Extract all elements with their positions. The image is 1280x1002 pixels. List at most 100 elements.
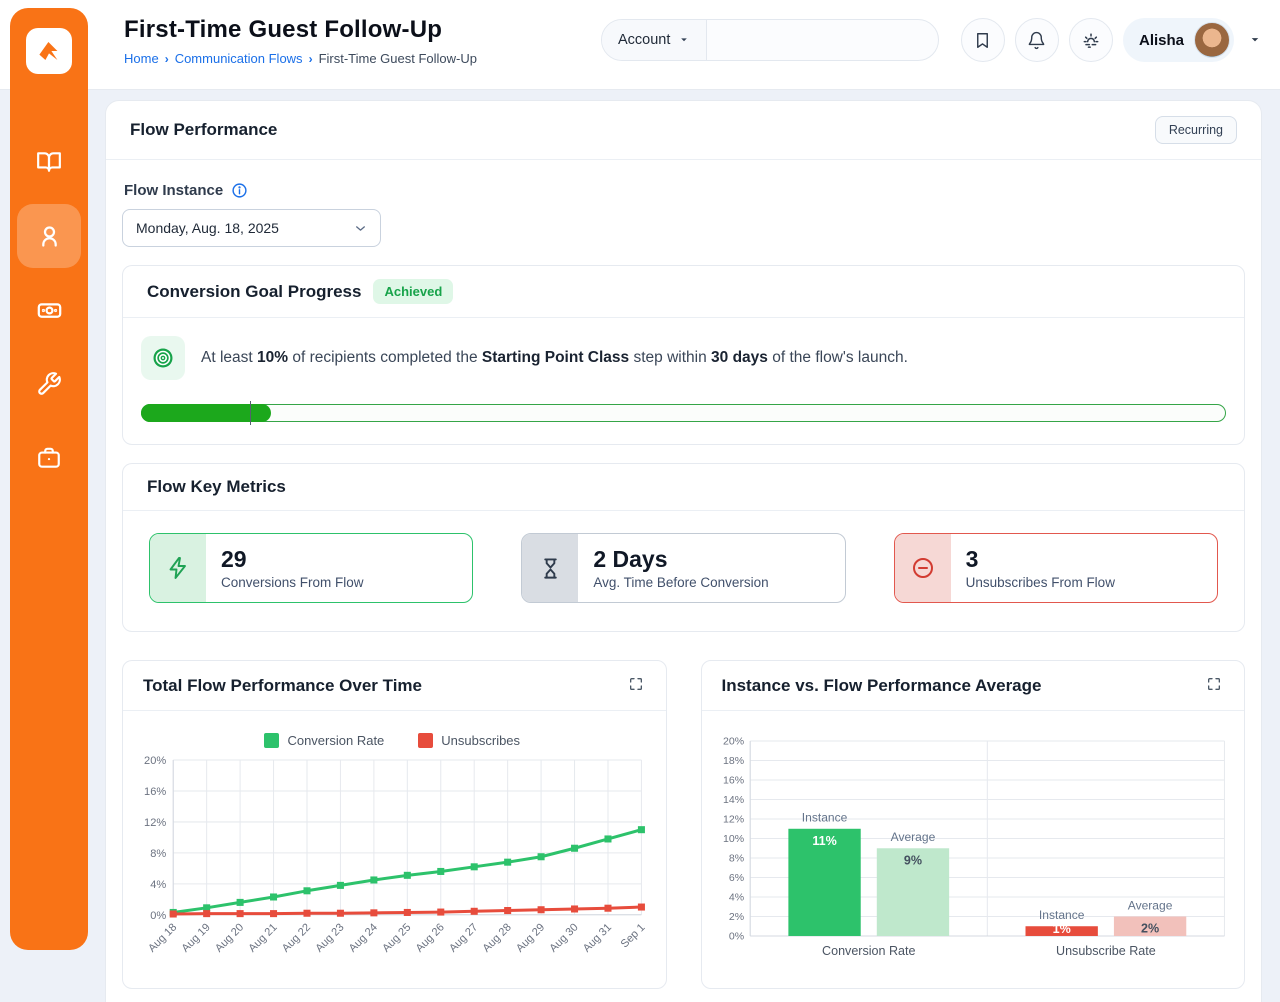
progress-fill xyxy=(141,404,272,422)
metric-value: 29 xyxy=(221,546,247,573)
svg-text:Aug 21: Aug 21 xyxy=(246,921,279,954)
svg-text:14%: 14% xyxy=(723,794,744,806)
breadcrumb-current: First-Time Guest Follow-Up xyxy=(318,51,477,66)
breadcrumb-home-link[interactable]: Home xyxy=(124,51,159,66)
expand-line-chart-button[interactable] xyxy=(626,674,646,697)
bookmark-button[interactable] xyxy=(960,18,1005,62)
svg-text:Aug 31: Aug 31 xyxy=(581,921,614,954)
svg-text:Aug 23: Aug 23 xyxy=(313,921,346,954)
goal-icon-box xyxy=(141,336,185,380)
metric-label: Avg. Time Before Conversion xyxy=(593,574,769,590)
bookmark-icon xyxy=(977,32,989,48)
breadcrumb-separator: › xyxy=(164,51,169,66)
svg-text:Unsubscribe Rate: Unsubscribe Rate xyxy=(1056,944,1156,958)
legend-label: Conversion Rate xyxy=(287,733,385,748)
notifications-button[interactable] xyxy=(1014,18,1059,62)
flow-instance-select[interactable]: Monday, Aug. 18, 2025 xyxy=(122,209,381,247)
wrench-icon xyxy=(38,372,61,395)
app-logo[interactable] xyxy=(26,28,72,74)
fullscreen-icon xyxy=(1208,678,1220,690)
svg-text:12%: 12% xyxy=(723,814,744,826)
svg-text:4%: 4% xyxy=(150,879,166,891)
metric-conversions: 29 Conversions From Flow xyxy=(149,533,474,603)
minus-circle-icon xyxy=(912,558,933,578)
legend-item: Conversion Rate xyxy=(264,733,384,748)
fullscreen-icon xyxy=(629,678,642,690)
metric-label: Unsubscribes From Flow xyxy=(965,574,1115,590)
flow-key-metrics-card: Flow Key Metrics 29 Conversions From Flo… xyxy=(122,463,1245,632)
metrics-title: Flow Key Metrics xyxy=(147,477,286,496)
goal-marker-tick xyxy=(249,401,251,425)
svg-text:8%: 8% xyxy=(150,848,166,860)
svg-text:Aug 26: Aug 26 xyxy=(414,921,447,954)
sunrise-icon xyxy=(1083,33,1099,48)
svg-text:11%: 11% xyxy=(812,834,836,848)
svg-text:Aug 19: Aug 19 xyxy=(180,921,213,954)
metric-unsubscribes: 3 Unsubscribes From Flow xyxy=(893,533,1218,603)
breadcrumb-separator: › xyxy=(308,51,313,66)
svg-text:16%: 16% xyxy=(723,775,744,787)
expand-bar-chart-button[interactable] xyxy=(1204,674,1224,697)
account-menu-label: Account xyxy=(617,32,671,48)
line-chart-title: Total Flow Performance Over Time xyxy=(143,675,423,695)
metric-label: Conversions From Flow xyxy=(221,574,364,590)
sidebar-item-payments[interactable] xyxy=(17,278,81,342)
hourglass-icon xyxy=(544,557,557,579)
briefcase-icon xyxy=(38,447,60,468)
top-header: First-Time Guest Follow-Up Home › Commun… xyxy=(0,0,1280,90)
sidebar-item-people[interactable] xyxy=(17,204,81,268)
svg-text:Instance: Instance xyxy=(1038,908,1084,922)
sidebar-item-business[interactable] xyxy=(17,426,81,490)
theme-toggle-button[interactable] xyxy=(1068,18,1113,62)
user-menu[interactable]: Alisha xyxy=(1122,18,1234,62)
svg-text:Aug 27: Aug 27 xyxy=(447,921,480,954)
breadcrumb: Home › Communication Flows › First-Time … xyxy=(124,51,477,66)
bar-chart-title: Instance vs. Flow Performance Average xyxy=(721,675,1042,695)
lightning-icon xyxy=(169,557,186,579)
bar-chart-card: Instance vs. Flow Performance Average 0%… xyxy=(700,660,1245,990)
sidebar xyxy=(10,8,88,950)
svg-text:12%: 12% xyxy=(144,817,166,829)
flow-instance-label: Flow Instance xyxy=(124,182,224,199)
progress-track xyxy=(141,404,1226,422)
goal-description: At least 10% of recipients completed the… xyxy=(201,349,908,366)
logo-mark-icon xyxy=(39,42,58,60)
svg-text:Aug 20: Aug 20 xyxy=(213,921,246,954)
book-open-icon xyxy=(37,152,61,172)
metric-icon-panel xyxy=(894,534,951,602)
legend-item: Unsubscribes xyxy=(418,733,520,748)
chevron-down-icon[interactable] xyxy=(1248,33,1262,47)
svg-text:Aug 29: Aug 29 xyxy=(514,921,547,954)
svg-text:Aug 25: Aug 25 xyxy=(380,921,413,954)
svg-text:1%: 1% xyxy=(1052,922,1070,936)
metric-icon-panel xyxy=(150,534,206,602)
recurring-button[interactable]: Recurring xyxy=(1154,116,1237,144)
sidebar-item-tools[interactable] xyxy=(17,352,81,416)
svg-text:6%: 6% xyxy=(728,872,743,884)
page-title: First-Time Guest Follow-Up xyxy=(124,16,443,43)
svg-text:0%: 0% xyxy=(150,910,166,922)
legend-swatch-conversion xyxy=(264,733,280,748)
target-icon xyxy=(153,348,173,368)
svg-text:4%: 4% xyxy=(728,892,743,904)
line-chart-legend: Conversion Rate Unsubscribes xyxy=(131,733,654,748)
goal-progress-bar xyxy=(141,401,1226,425)
svg-text:20%: 20% xyxy=(144,755,166,767)
svg-text:Sep 1: Sep 1 xyxy=(619,921,648,950)
breadcrumb-section-link[interactable]: Communication Flows xyxy=(174,51,303,66)
legend-swatch-unsubscribes xyxy=(418,733,434,748)
info-icon[interactable] xyxy=(231,182,248,199)
search-input[interactable] xyxy=(707,20,938,60)
metric-icon-panel xyxy=(522,534,579,602)
bar-chart: 0% 2% 4% 6% 8% 10% 12% 14% 16% 18% 20% Instance 11% A… xyxy=(723,736,1225,958)
chevron-down-icon xyxy=(356,225,365,231)
account-menu-button[interactable]: Account xyxy=(601,20,708,60)
account-search-group: Account xyxy=(600,19,939,61)
svg-text:Instance: Instance xyxy=(801,811,847,825)
sidebar-item-library[interactable] xyxy=(17,130,81,194)
avatar xyxy=(1194,22,1230,58)
chevron-down-icon xyxy=(681,38,688,42)
svg-text:Average: Average xyxy=(890,830,935,844)
svg-text:Aug 28: Aug 28 xyxy=(481,921,514,954)
svg-text:8%: 8% xyxy=(728,853,743,865)
